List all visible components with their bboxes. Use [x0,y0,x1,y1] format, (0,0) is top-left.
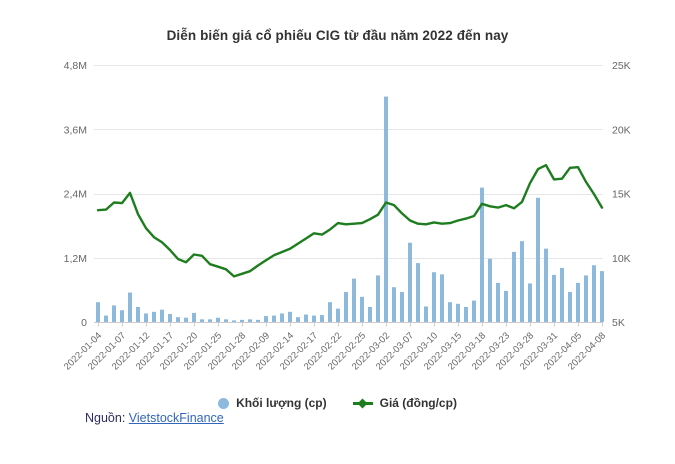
volume-bar [336,308,340,322]
volume-bar [600,271,604,322]
volume-bar [440,274,444,322]
svg-text:0: 0 [81,317,87,329]
volume-bar [552,274,556,322]
volume-bar [184,317,188,322]
volume-bar [392,287,396,322]
volume-bar [272,315,276,322]
volume-bars[interactable] [96,96,604,322]
volume-bar [328,302,332,322]
svg-text:25K: 25K [612,60,631,72]
svg-text:4,8M: 4,8M [64,60,87,72]
volume-bar [480,187,484,322]
volume-bar [96,302,100,322]
svg-text:20K: 20K [612,124,631,136]
left-axis-labels: 0 1,2M 2,4M 3,6M 4,8M [64,60,88,329]
volume-bar [504,290,508,322]
volume-bar [424,306,428,322]
x-axis-labels: 2022-01-042022-01-072022-01-122022-01-17… [62,322,608,372]
volume-bar [152,311,156,322]
volume-bar [560,267,564,322]
volume-bar [584,275,588,322]
volume-bar [344,292,348,322]
volume-bar [488,258,492,322]
volume-bar [496,282,500,322]
volume-bar [512,251,516,322]
volume-bar [384,96,388,322]
source-prefix: Nguồn: [85,411,126,425]
source-attribution: Nguồn: VietstockFinance [85,411,224,425]
volume-bar [448,302,452,322]
legend-item-volume[interactable]: Khối lượng (cp) [218,396,327,410]
legend-item-price[interactable]: Giá (đồng/cp) [352,396,457,410]
volume-bar [280,313,284,322]
volume-bar [432,272,436,322]
volume-bar [528,283,532,322]
legend-price-label: Giá (đồng/cp) [379,396,457,410]
chart-legend: Khối lượng (cp) Giá (đồng/cp) [0,394,675,412]
volume-bar [376,275,380,322]
volume-bar [568,292,572,322]
svg-text:2,4M: 2,4M [64,189,87,201]
volume-bar [136,307,140,322]
right-axis-labels: 5K 10K 15K 20K 25K [612,60,631,329]
volume-bar [120,310,124,322]
volume-bar [256,319,260,322]
svg-text:15K: 15K [612,189,631,201]
volume-bar [192,312,196,322]
volume-bar [304,314,308,322]
svg-text:3,6M: 3,6M [64,124,87,136]
volume-bar [576,282,580,322]
volume-bar [536,197,540,322]
volume-bar [352,278,356,322]
volume-bar [128,292,132,322]
svg-text:5K: 5K [612,317,625,329]
volume-bar [216,317,220,322]
chart-title: Diễn biến giá cổ phiếu CIG từ đầu năm 20… [166,28,509,43]
volume-bar [520,241,524,322]
volume-bar [456,303,460,322]
volume-bar [112,305,116,322]
volume-bar [248,319,252,322]
volume-bar [416,263,420,322]
volume-bar [232,320,236,322]
volume-series-marker-icon [218,397,230,409]
volume-bar [320,315,324,322]
vietstock-finance-link[interactable]: VietstockFinance [128,411,224,425]
volume-bar [176,317,180,322]
volume-bar [160,309,164,322]
volume-bar [464,307,468,322]
legend-volume-label: Khối lượng (cp) [236,396,327,410]
volume-bar [144,313,148,322]
volume-bar [264,316,268,322]
volume-bar [400,292,404,322]
volume-bar [544,248,548,322]
volume-bar [296,317,300,322]
volume-bar [168,313,172,322]
volume-bar [208,319,212,322]
volume-bar [592,265,596,322]
volume-bar [288,311,292,322]
volume-bar [224,319,228,322]
volume-bar [408,242,412,322]
price-line[interactable] [96,163,604,278]
volume-bar [360,296,364,322]
svg-text:10K: 10K [612,253,631,265]
volume-bar [200,319,204,322]
svg-text:1,2M: 1,2M [64,253,87,265]
volume-bar [368,307,372,322]
volume-bar [104,315,108,322]
volume-bar [240,319,244,322]
volume-bar [312,315,316,322]
price-series-marker-icon [352,397,373,409]
volume-bar [472,300,476,322]
